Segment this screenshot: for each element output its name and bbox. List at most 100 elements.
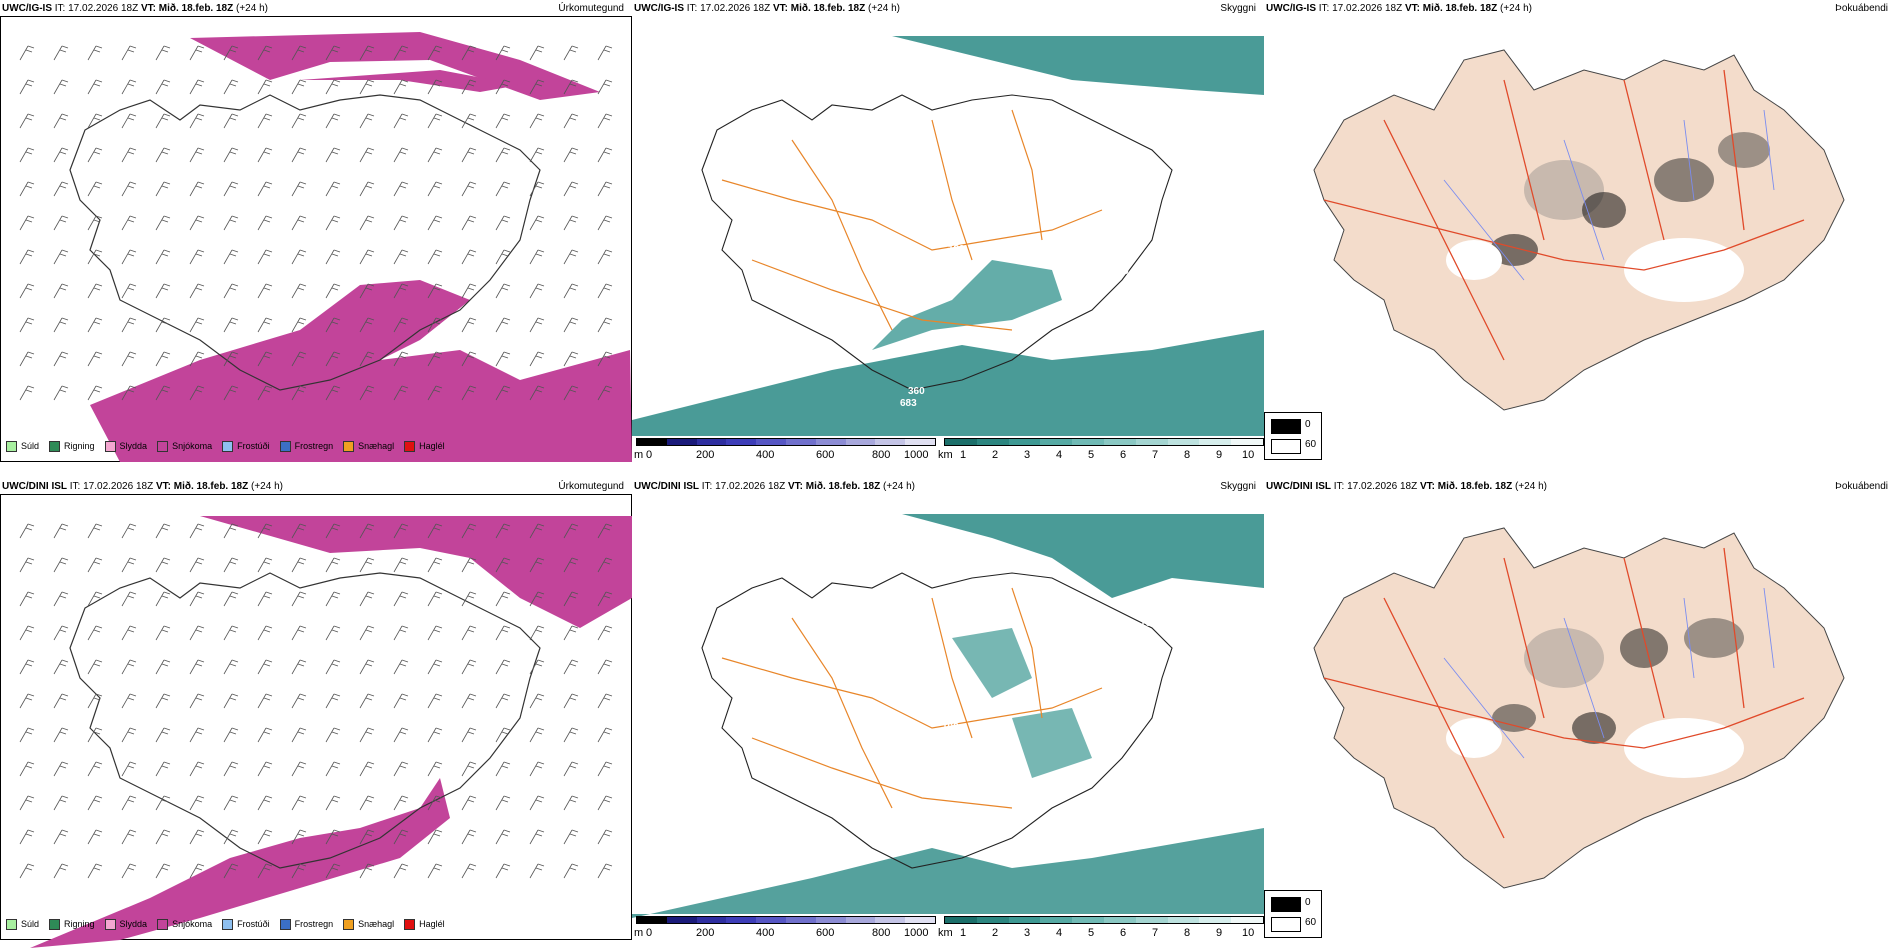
wind-barb	[223, 249, 239, 265]
wind-barb	[87, 113, 103, 129]
wind-barb	[291, 317, 307, 333]
wind-barb	[359, 659, 375, 675]
wind-barb	[291, 79, 307, 95]
wind-barb	[325, 385, 341, 401]
wind-barb	[359, 591, 375, 607]
wind-barb	[121, 113, 137, 129]
panel-header: UWC/IG-IS IT: 17.02.2026 18Z VT: Mið. 18…	[2, 0, 630, 18]
fog-legend: 0 60	[1264, 890, 1322, 938]
wind-barb	[563, 283, 579, 299]
wind-barb	[427, 79, 443, 95]
tick-label: 9	[1216, 449, 1223, 461]
wind-barb	[359, 761, 375, 777]
wind-barb	[427, 249, 443, 265]
wind-barb	[87, 283, 103, 299]
wind-barb	[257, 385, 273, 401]
wind-barb	[53, 727, 69, 743]
wind-barb	[427, 693, 443, 709]
road-network	[1323, 547, 1805, 839]
visibility-colorbar: km 1 2 3 4 5 6 7 8 9 10	[938, 438, 1264, 464]
wind-barb	[223, 79, 239, 95]
wind-barb	[461, 591, 477, 607]
wind-barb	[291, 795, 307, 811]
wind-barb	[19, 557, 35, 573]
panel-header: UWC/IG-IS IT: 17.02.2026 18Z VT: Mið. 18…	[634, 0, 1262, 18]
tick-label: 1	[960, 449, 967, 461]
tick-label: 9	[1216, 927, 1223, 939]
legend-item: Snæhagl	[343, 918, 394, 930]
wind-barb	[223, 317, 239, 333]
wind-barb	[427, 761, 443, 777]
wind-barb	[563, 317, 579, 333]
wind-barb	[495, 181, 511, 197]
wind-barb	[223, 557, 239, 573]
wind-barb	[223, 45, 239, 61]
wind-barb	[359, 351, 375, 367]
vis-label: 106	[1140, 618, 1157, 629]
wind-barb	[257, 795, 273, 811]
fog-panel-top: UWC/IG-IS IT: 17.02.2026 18Z VT: Mið. 18…	[1264, 0, 1900, 475]
fog-patch	[1572, 712, 1616, 744]
tick-label: 0	[646, 449, 653, 461]
wind-barb	[223, 147, 239, 163]
wind-barb	[529, 795, 545, 811]
wind-barb	[53, 557, 69, 573]
wind-barb	[325, 79, 341, 95]
wind-barb	[53, 863, 69, 879]
wind-barb	[223, 863, 239, 879]
wind-barb	[461, 625, 477, 641]
wind-barb	[19, 523, 35, 539]
wind-barb	[291, 829, 307, 845]
wind-barb	[257, 523, 273, 539]
wind-barb	[257, 113, 273, 129]
wind-barb	[529, 727, 545, 743]
wind-barb	[121, 523, 137, 539]
wind-barb	[325, 317, 341, 333]
wind-barb	[189, 45, 205, 61]
wind-barb	[597, 317, 613, 333]
legend-item: Slydda	[104, 918, 147, 930]
wind-barb	[461, 863, 477, 879]
wind-barb	[461, 727, 477, 743]
wind-barb	[19, 591, 35, 607]
wind-barb	[563, 249, 579, 265]
wind-barb	[563, 557, 579, 573]
fog-sea	[902, 514, 1264, 598]
wind-barb	[529, 249, 545, 265]
wind-barb	[495, 215, 511, 231]
wind-barb	[461, 79, 477, 95]
visibility-labels: 362 330 106 198 60 22 605	[942, 576, 1157, 833]
wind-barb	[563, 829, 579, 845]
panel-title: Þokuábendi	[1835, 481, 1888, 492]
wind-barb	[87, 79, 103, 95]
tick-label: 1000	[904, 927, 929, 939]
fog-sea	[892, 36, 1264, 95]
wind-barb	[189, 249, 205, 265]
wind-barb	[19, 113, 35, 129]
wind-barb	[393, 557, 409, 573]
wind-barb	[393, 385, 409, 401]
wind-barb	[461, 113, 477, 129]
wind-barb	[495, 283, 511, 299]
wind-barb	[223, 215, 239, 231]
wind-barb	[597, 659, 613, 675]
fog-patch	[1582, 192, 1626, 228]
wind-barb	[189, 523, 205, 539]
wind-barb	[189, 557, 205, 573]
unit-label: m	[634, 449, 644, 461]
wind-barb	[53, 591, 69, 607]
wind-barb	[53, 45, 69, 61]
wind-barb	[155, 523, 171, 539]
vis-label: 605	[1050, 822, 1067, 833]
wind-barb	[257, 863, 273, 879]
land-fill	[1313, 527, 1845, 889]
wind-barb	[257, 147, 273, 163]
wind-barb	[359, 283, 375, 299]
wind-barb	[189, 385, 205, 401]
wind-barb	[325, 113, 341, 129]
land-outline	[69, 94, 541, 391]
wind-barbs	[19, 523, 613, 879]
wind-barb	[495, 761, 511, 777]
wind-barb	[189, 591, 205, 607]
wind-barb	[121, 727, 137, 743]
